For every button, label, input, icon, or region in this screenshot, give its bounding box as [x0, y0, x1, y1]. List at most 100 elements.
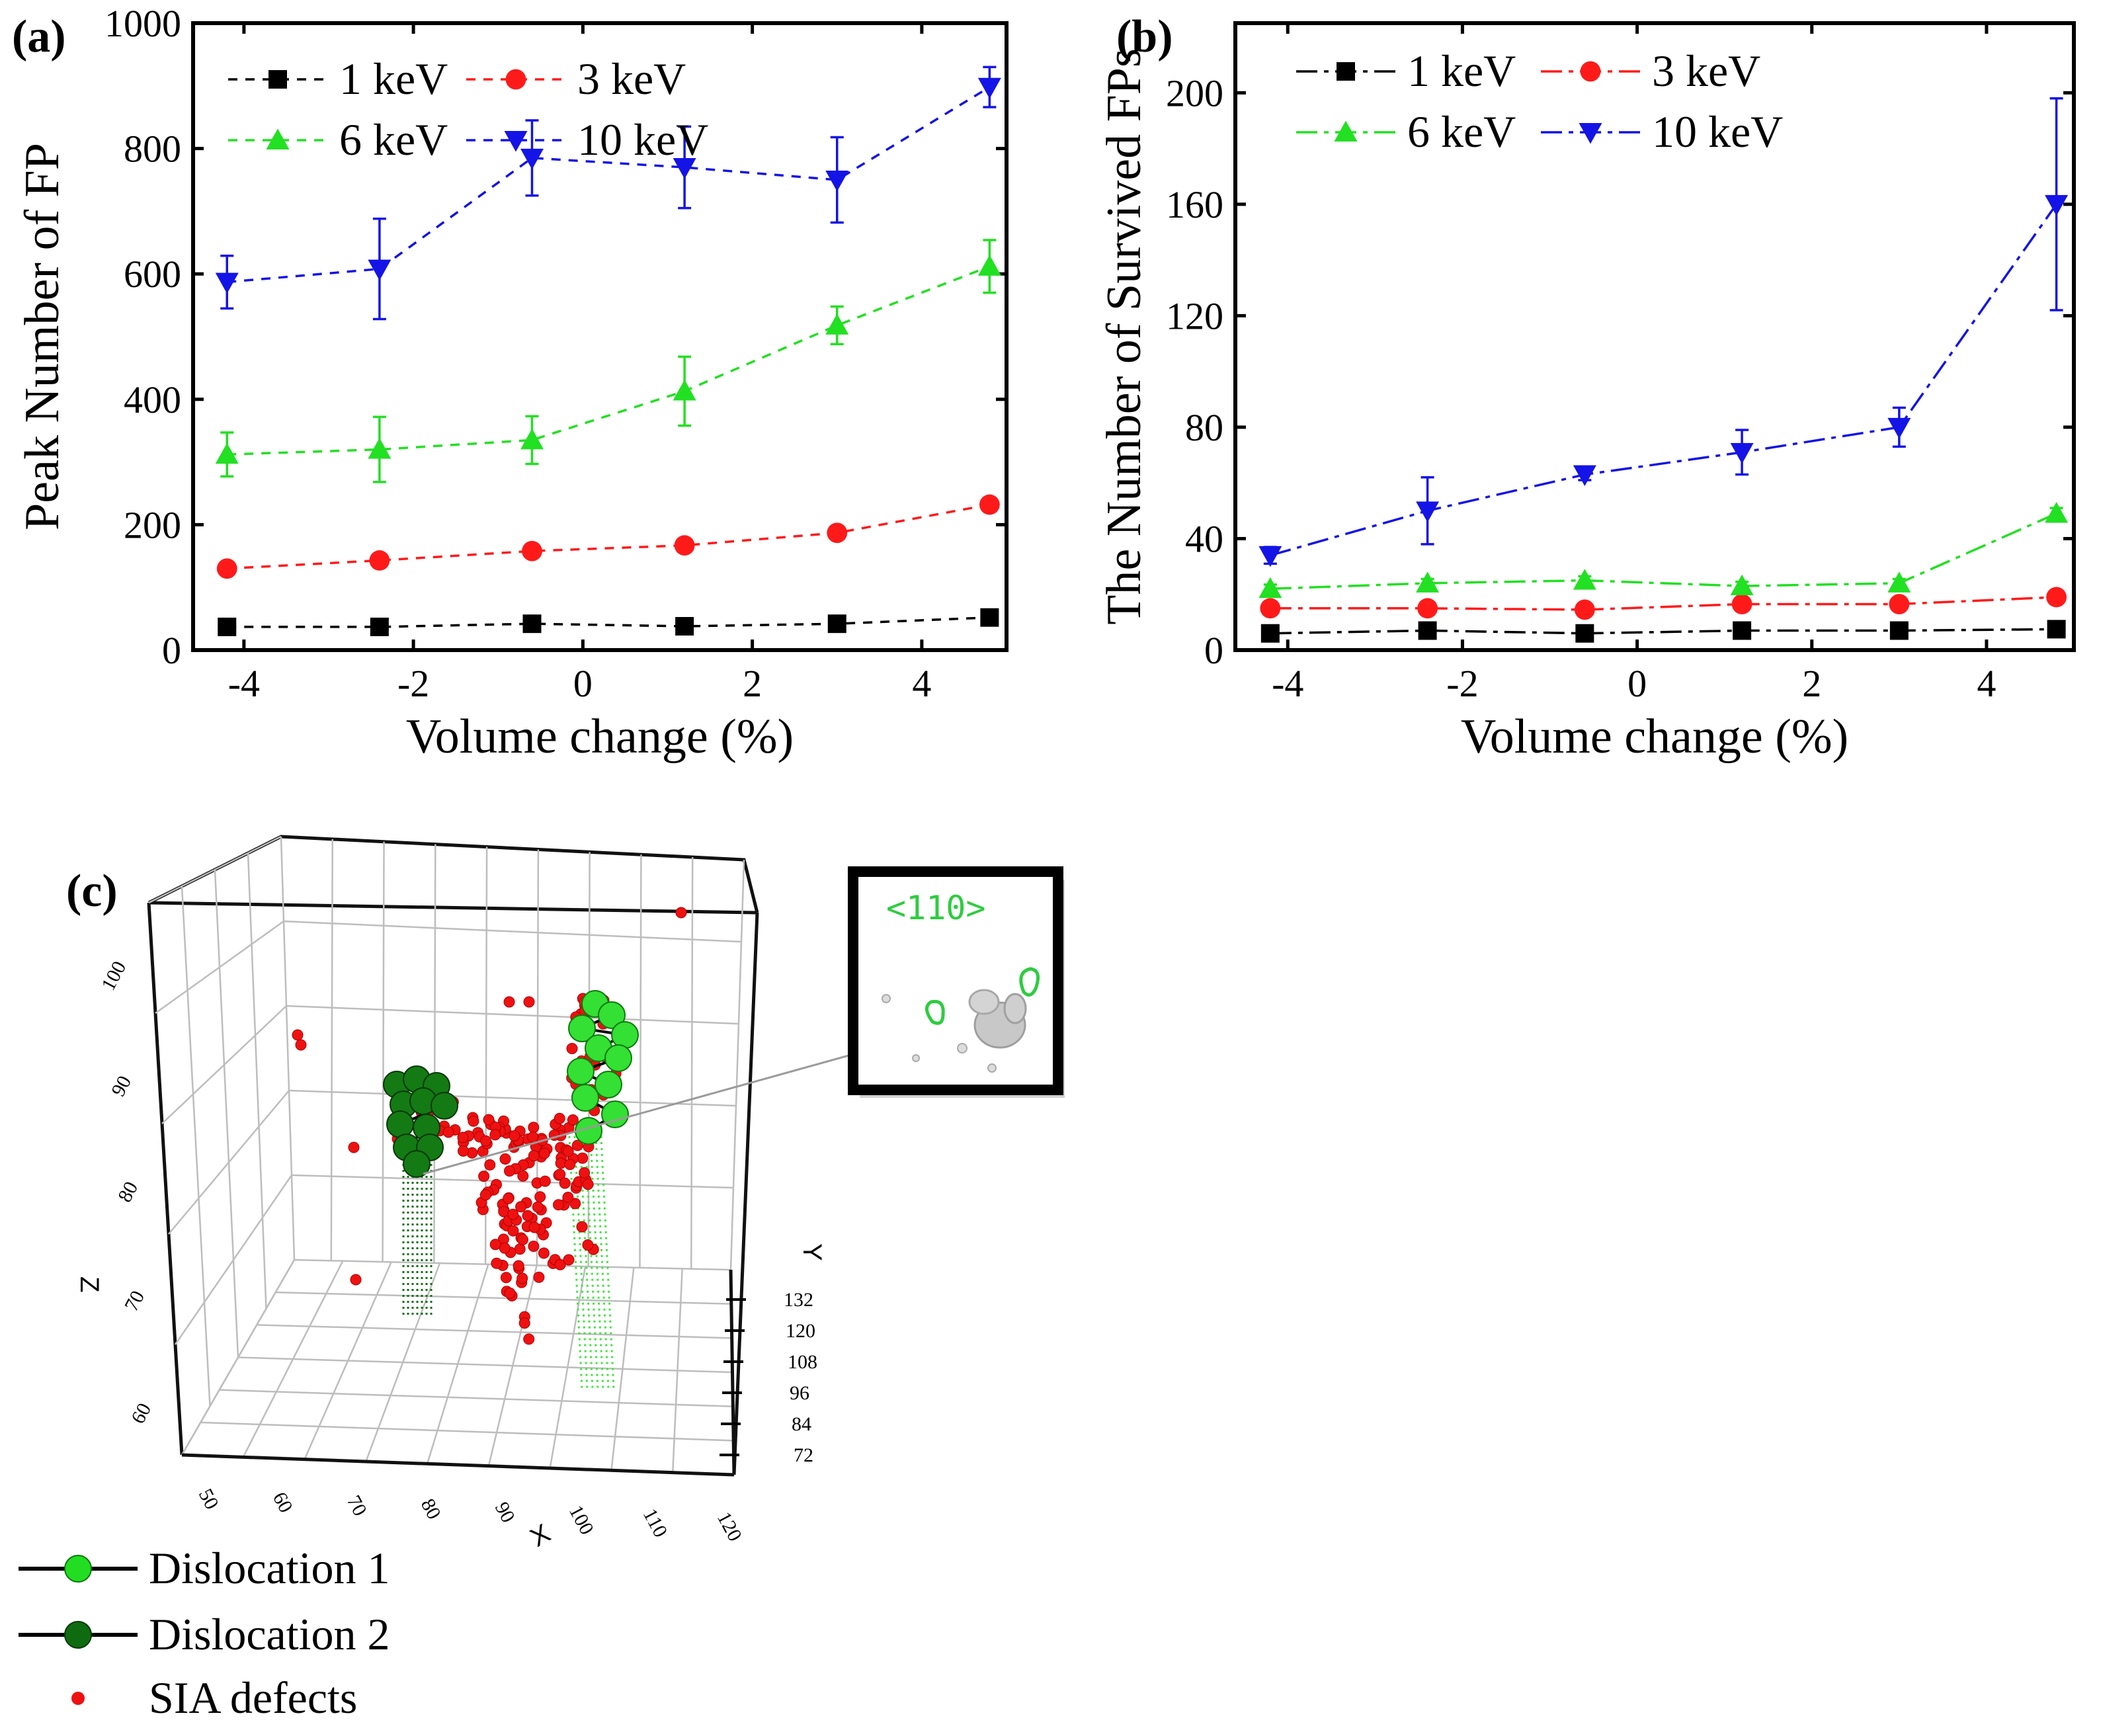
- data-point-3-keV: [674, 535, 695, 556]
- data-point-6-keV: [1730, 574, 1754, 596]
- data-point-6-keV: [1258, 577, 1282, 599]
- sia-defect: [500, 1272, 512, 1284]
- x-tick-label: 110: [639, 1505, 672, 1541]
- box-top-front-edge: [148, 901, 758, 915]
- sia-defect: [516, 1272, 528, 1284]
- sia-defect: [564, 1159, 576, 1171]
- series-line-6-keV: [227, 265, 991, 456]
- panel-b-ylabel: The Number of Survived FPs: [1097, 48, 1151, 625]
- sia-defect: [528, 1241, 540, 1252]
- y-tick-label: 84: [792, 1413, 811, 1435]
- floor-gridline: [275, 1291, 731, 1305]
- data-point-3-keV: [1260, 598, 1281, 619]
- sia-defect: [569, 1198, 581, 1210]
- y-axis-line: [729, 1269, 736, 1475]
- y-tick-label: 1000: [104, 2, 181, 45]
- legend-label: 10 keV: [577, 114, 708, 165]
- sia-defect: [534, 1191, 546, 1203]
- x-tick-label: 0: [573, 662, 593, 705]
- sia-defect: [528, 1150, 540, 1162]
- data-point-10-keV: [215, 272, 239, 294]
- x-tick-label: 4: [912, 662, 931, 705]
- legend-sia-label: SIA defects: [149, 1673, 357, 1723]
- sia-defect: [562, 1145, 574, 1157]
- back-wall-gridline: [330, 839, 334, 1261]
- legend-label: 1 keV: [339, 54, 448, 104]
- inset-pointer-line: [423, 1050, 864, 1175]
- legend-marker: [1580, 61, 1601, 82]
- data-point-1-keV: [1733, 621, 1752, 640]
- sia-defect: [523, 1333, 535, 1345]
- sia-defect: [538, 1247, 550, 1259]
- sia-defect: [295, 1039, 307, 1051]
- data-point-10-keV: [1258, 546, 1282, 567]
- sia-defect: [579, 1167, 591, 1178]
- x-tick-label: -2: [1446, 662, 1478, 705]
- panel-a-xlabel: Volume change (%): [406, 710, 794, 764]
- sia-defect: [559, 1177, 571, 1189]
- floor-gridline: [257, 1324, 732, 1339]
- series-line-1-keV: [227, 616, 990, 628]
- back-wall-gridline: [288, 1089, 737, 1107]
- sia-defect: [528, 1122, 540, 1134]
- sia-defect: [571, 1139, 583, 1151]
- sia-defect: [504, 1287, 516, 1299]
- panel-a-series: [215, 65, 1001, 636]
- data-point-1-keV: [370, 617, 389, 636]
- sia-defect: [348, 1141, 360, 1153]
- panel-c-y-ticks: 132 120 108 96 84 72: [720, 1289, 817, 1466]
- x-tick-label: 100: [565, 1502, 598, 1538]
- dislocation-1-node: [604, 1044, 632, 1072]
- data-point-10-keV: [1573, 465, 1596, 487]
- legend-marker: [268, 70, 287, 89]
- floor-gridline: [200, 1421, 734, 1442]
- legend-dislocation-1-label: Dislocation 1: [149, 1543, 390, 1593]
- dislocation-1-node: [598, 1001, 626, 1029]
- projection-column-dislocation-1: [599, 1124, 615, 1389]
- dislocation-1-node: [571, 1084, 599, 1112]
- sia-defect: [489, 1239, 501, 1251]
- data-point-1-keV: [218, 617, 237, 636]
- y-tick-label: 400: [124, 378, 181, 421]
- sia-defect: [484, 1159, 496, 1171]
- panel-b-xlabel: Volume change (%): [1461, 710, 1848, 764]
- panel-c-xlabel: X: [526, 1518, 556, 1552]
- inset-grey-cluster: [968, 989, 1000, 1015]
- panel-b-label: (b): [1116, 11, 1173, 62]
- series-line-1-keV: [1270, 628, 2057, 635]
- z-tick-label: 100: [97, 958, 130, 994]
- z-tick-label: 60: [127, 1399, 155, 1427]
- x-tick-label: 2: [743, 662, 762, 705]
- back-wall-gridline: [690, 857, 694, 1269]
- legend-label: 3 keV: [1652, 46, 1760, 96]
- inset-green-loop: [1019, 967, 1040, 997]
- y-tick-label: 120: [786, 1320, 815, 1342]
- back-wall-gridline: [283, 920, 742, 943]
- sia-defect: [442, 1126, 454, 1138]
- back-wall-gridline: [286, 1005, 739, 1025]
- sia-defect: [514, 1243, 526, 1255]
- dislocation-2-node: [386, 1110, 414, 1138]
- z-tick-label: 70: [120, 1287, 149, 1315]
- x-tick-label: -4: [1272, 662, 1303, 705]
- y-tick-label: 108: [788, 1351, 817, 1373]
- data-point-6-keV: [977, 255, 1001, 276]
- sia-defect: [563, 1254, 575, 1266]
- panel-c-label: (c): [66, 866, 118, 917]
- legend-label: 6 keV: [339, 114, 448, 165]
- data-point-1-keV: [675, 616, 694, 636]
- data-point-6-keV: [368, 438, 391, 459]
- sia-defect: [533, 1271, 545, 1283]
- dislocation-1-node: [567, 1057, 595, 1085]
- data-point-3-keV: [1417, 598, 1438, 619]
- dislocation-1-node: [568, 1014, 596, 1042]
- data-point-6-keV: [1887, 571, 1911, 593]
- sia-defect: [468, 1115, 479, 1127]
- data-point-6-keV: [2045, 502, 2069, 523]
- panel-a-ticks: -4 -2 0 2 4 0 200 400 600 800 1000: [104, 2, 1007, 705]
- data-point-1-keV: [522, 614, 542, 634]
- inset-green-loop: [925, 999, 945, 1025]
- box-right-back-edge: [729, 859, 745, 1270]
